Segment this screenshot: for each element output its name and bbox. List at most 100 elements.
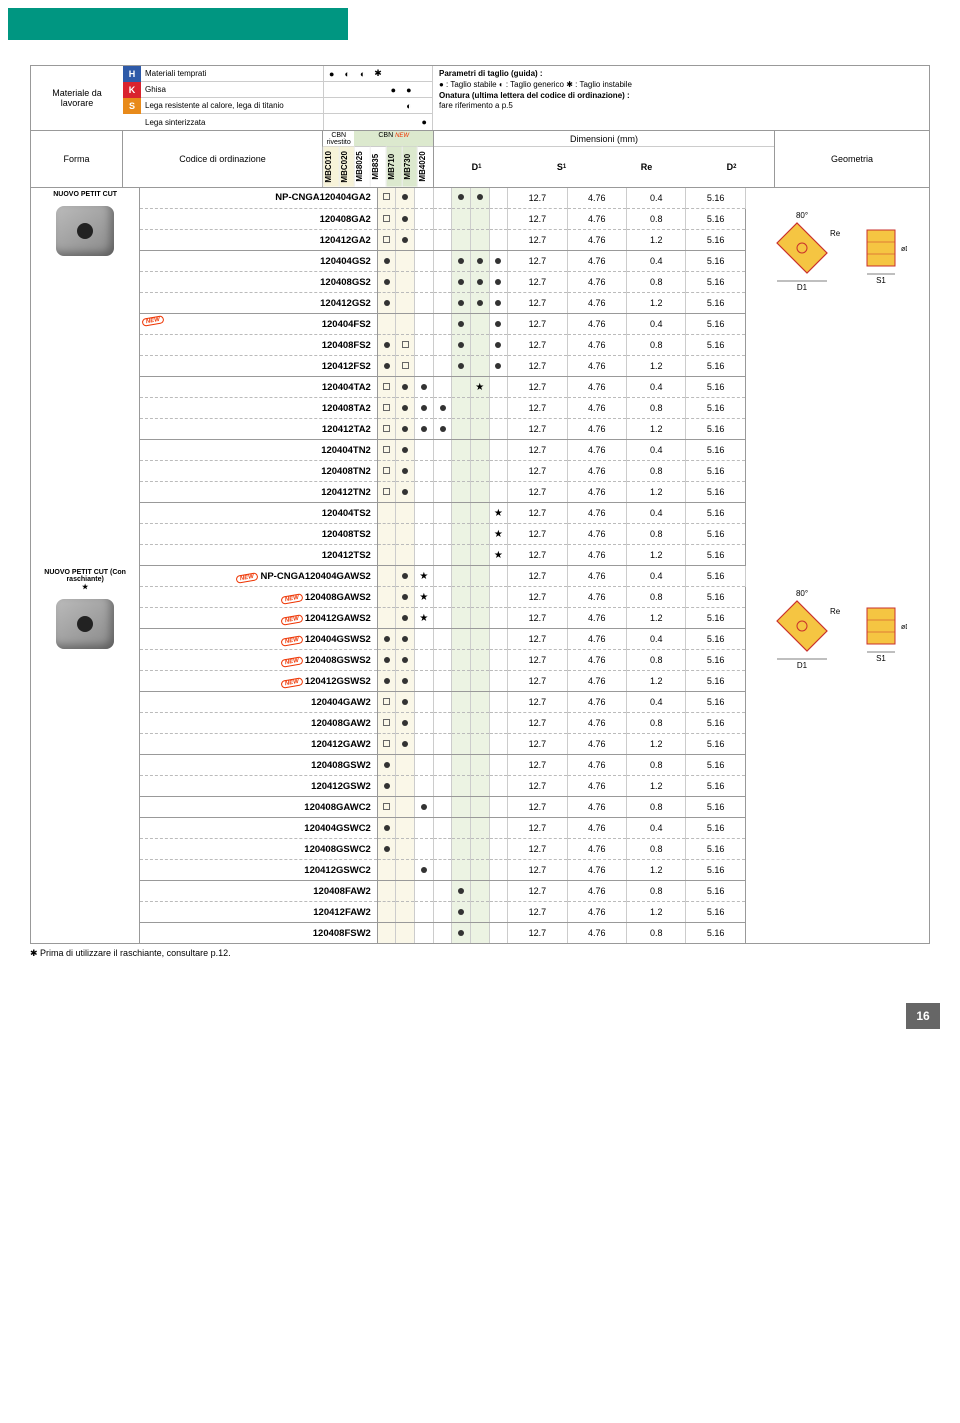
grade-cell: ★: [415, 587, 434, 608]
svg-text:øD2: øD2: [901, 246, 907, 253]
dim-cell: 12.7: [508, 524, 567, 545]
grade-cell: [470, 566, 489, 587]
dim-cell: 4.76: [567, 776, 626, 797]
dim-cell: 0.8: [627, 209, 686, 230]
new-badge: NEW: [280, 656, 303, 668]
new-badge: NEW: [280, 677, 303, 689]
grade-cell: [433, 293, 452, 314]
grade-cell: [452, 251, 471, 272]
grade-cell: [377, 713, 396, 734]
dim-cell: 0.8: [627, 797, 686, 818]
dim-cell: 0.8: [627, 335, 686, 356]
grade-cell: [377, 692, 396, 713]
grade-cell: [470, 461, 489, 482]
dim-cell: 12.7: [508, 755, 567, 776]
code-cell: 120412FS2: [140, 356, 378, 377]
grade-cell: [396, 902, 415, 923]
new-badge: NEW: [280, 635, 303, 647]
svg-text:S1: S1: [876, 276, 886, 285]
grade-cell: [396, 377, 415, 398]
grade-cell: [489, 818, 508, 839]
code-cell: 120408TN2: [140, 461, 378, 482]
grade-cell: [470, 398, 489, 419]
grade-cell: [489, 377, 508, 398]
grade-cell: [452, 734, 471, 755]
grade-cell: [470, 188, 489, 209]
grade-cell: [377, 209, 396, 230]
grade-cell: [377, 797, 396, 818]
grade-cell: [377, 293, 396, 314]
dim-cell: 1.2: [627, 293, 686, 314]
dim-cell: 0.8: [627, 272, 686, 293]
dim-cell: 12.7: [508, 692, 567, 713]
grade-cell: [377, 902, 396, 923]
grade-cell: [452, 440, 471, 461]
dim-cell: 5.16: [686, 776, 745, 797]
dim-cell: 0.8: [627, 923, 686, 944]
dim-cell: 5.16: [686, 587, 745, 608]
grade-cell: [415, 797, 434, 818]
grade-cell: [377, 860, 396, 881]
grade-cell: [452, 650, 471, 671]
grade-cell: [433, 650, 452, 671]
dim-cell: 5.16: [686, 293, 745, 314]
dim-cell: 12.7: [508, 503, 567, 524]
new-badge: NEW: [236, 572, 259, 584]
grade-cell: [489, 314, 508, 335]
cbn-rivestito-label: CBN rivestito: [323, 131, 354, 146]
grade-cell: [489, 188, 508, 209]
grade-cell: [452, 503, 471, 524]
grade-cell: [452, 755, 471, 776]
grade-cell: [489, 230, 508, 251]
grade-cell: [377, 398, 396, 419]
code-cell: 120412TA2: [140, 419, 378, 440]
grade-cell: [452, 671, 471, 692]
grade-cell: [396, 566, 415, 587]
grade-cell: [415, 818, 434, 839]
grade-cell: [452, 713, 471, 734]
forma-cell: NUOVO PETIT CUT: [31, 188, 140, 566]
grade-cell: [452, 482, 471, 503]
dim-cell: 4.76: [567, 587, 626, 608]
dimensioni-label: Dimensioni (mm): [434, 131, 774, 147]
dim-cell: 4.76: [567, 524, 626, 545]
grade-cell: [396, 608, 415, 629]
grade-cell: [452, 860, 471, 881]
grade-cell: [377, 251, 396, 272]
grade-cell: [396, 776, 415, 797]
grade-cell: [489, 881, 508, 902]
code-cell: 120404TN2: [140, 440, 378, 461]
dim-cell: 4.76: [567, 293, 626, 314]
dim-cell: 0.8: [627, 461, 686, 482]
dim-cell: 4.76: [567, 860, 626, 881]
geometry-diagram: 80° Re D1 øD2 S1: [767, 198, 907, 308]
material-label: Ghisa: [141, 85, 323, 94]
dim-cell: 5.16: [686, 608, 745, 629]
dim-cell: 4.76: [567, 797, 626, 818]
code-cell: 120408FAW2: [140, 881, 378, 902]
code-cell: 120408GA2: [140, 209, 378, 230]
dim-cell: 12.7: [508, 419, 567, 440]
dim-cell: 12.7: [508, 251, 567, 272]
grade-cell: [377, 524, 396, 545]
code-cell: NEW120404GSWS2: [140, 629, 378, 650]
materiale-label: Materiale da lavorare: [31, 66, 123, 130]
code-cell: 120404TA2: [140, 377, 378, 398]
code-cell: 120412TS2: [140, 545, 378, 566]
grade-cell: [489, 587, 508, 608]
grade-cell: [452, 356, 471, 377]
grade-cell: [433, 356, 452, 377]
dim-cell: 4.76: [567, 230, 626, 251]
code-cell: 120404GSWC2: [140, 818, 378, 839]
grade-cell: [415, 902, 434, 923]
grade-cell: [377, 734, 396, 755]
svg-text:Re: Re: [830, 229, 841, 238]
grade-cell: ★: [415, 566, 434, 587]
grade-cell: [489, 251, 508, 272]
dim-cell: 4.76: [567, 209, 626, 230]
dim-cell: 0.4: [627, 503, 686, 524]
grade-cell: [470, 356, 489, 377]
grade-cell: [415, 776, 434, 797]
code-cell: NP-CNGA120404GA2: [140, 188, 378, 209]
grade-header: MBC010: [323, 147, 339, 187]
